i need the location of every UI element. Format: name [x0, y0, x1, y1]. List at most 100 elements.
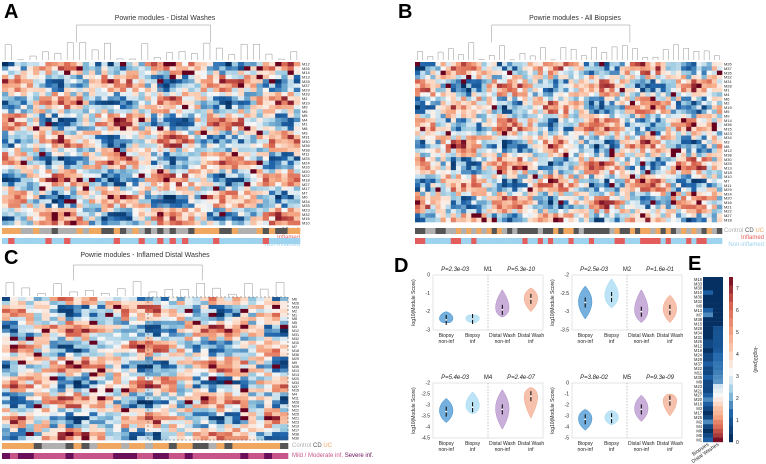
disease-bar-cell — [599, 228, 605, 234]
heatmap-cell — [635, 191, 641, 197]
heatmap-cell — [97, 320, 106, 326]
heatmap-cell — [420, 161, 426, 167]
heatmap-cell — [224, 352, 233, 357]
heatmap-cell — [420, 148, 426, 154]
heatmap-cell — [168, 332, 178, 338]
row-label: M19 — [724, 105, 733, 110]
heatmap-cell — [39, 113, 46, 119]
heatmap-cell — [262, 143, 270, 149]
heatmap-cell — [49, 308, 58, 314]
heatmap-cell — [450, 170, 457, 175]
heatmap-cell — [501, 83, 508, 89]
heatmap-cell — [264, 344, 273, 349]
heatmap-cell — [599, 187, 605, 193]
heatmap-cell — [665, 213, 672, 218]
heatmap-cell — [264, 316, 273, 322]
heatmap-cell — [553, 83, 559, 89]
heatmap-cell — [64, 177, 71, 183]
heatmap-cell — [182, 220, 189, 226]
heatmap-cell — [57, 194, 65, 200]
heatmap-cell — [609, 187, 615, 193]
heatmap-cell — [624, 213, 631, 218]
heatmap-cell — [225, 173, 233, 179]
heatmap-cell — [696, 187, 702, 193]
heatmap-cell — [163, 134, 170, 140]
heatmap-cell — [650, 139, 656, 145]
heatmap-cell — [237, 207, 245, 213]
heatmap-cell — [686, 157, 692, 162]
legend-control: Control — [292, 443, 312, 449]
heatmap-cell — [45, 164, 52, 170]
heatmap-cell — [501, 144, 508, 149]
heatmap-cell — [107, 212, 115, 217]
heatmap-cell — [563, 152, 569, 158]
heatmap-cell — [219, 66, 226, 71]
heatmap-cell — [272, 324, 281, 330]
heatmap-cell — [594, 183, 600, 188]
heatmap-cell — [244, 190, 251, 196]
heatmap-cell — [39, 147, 46, 153]
heatmap-cell — [107, 117, 115, 123]
heatmap-cell — [635, 139, 641, 145]
heatmap-cell — [2, 62, 9, 67]
heatmap-cell — [466, 144, 472, 149]
heatmap-cell — [573, 66, 580, 71]
heatmap-cell — [650, 204, 656, 210]
heatmap-cell — [660, 170, 667, 175]
heatmap-cell — [119, 207, 127, 213]
heatmap-cell — [532, 122, 539, 128]
heatmap-cell — [542, 183, 549, 188]
heatmap-cell — [33, 336, 43, 341]
heatmap-cell — [491, 87, 498, 93]
heatmap-cell — [594, 178, 600, 184]
heatmap-cell — [496, 109, 503, 115]
heatmap-cell — [119, 216, 127, 222]
heatmap-cell — [450, 109, 457, 115]
heatmap-cell — [512, 139, 518, 145]
heatmap-cell — [101, 177, 108, 183]
disease-bar-cell — [225, 228, 233, 234]
heatmap-cell — [573, 161, 580, 167]
heatmap-cell — [182, 173, 189, 179]
inflammation-bar-cell — [175, 238, 183, 244]
heatmap-cell — [194, 182, 201, 187]
heatmap-cell — [188, 177, 195, 183]
heatmap-cell — [237, 212, 245, 217]
row-label: M8 — [724, 144, 730, 149]
heatmap-cell — [701, 83, 707, 89]
heatmap-cell — [208, 297, 217, 302]
heatmap-cell — [594, 70, 600, 76]
heatmap-cell — [81, 304, 90, 310]
heatmap-cell — [517, 87, 523, 93]
heatmap-cell — [629, 105, 636, 110]
heatmap-cell — [8, 70, 15, 76]
heatmap-cell — [716, 87, 723, 93]
heatmap-cell — [213, 186, 220, 191]
row-label: M0 — [302, 195, 308, 200]
heatmap-cell — [415, 131, 421, 136]
heatmap-cell — [507, 66, 513, 71]
heatmap-cell — [281, 203, 288, 209]
row-label: M36 — [302, 143, 310, 148]
heatmap-cell — [126, 177, 133, 183]
heatmap-cell — [237, 182, 245, 187]
heatmap-cell — [542, 62, 549, 67]
heatmap-cell — [57, 139, 65, 144]
heatmap-cell — [82, 134, 90, 140]
heatmap-cell — [471, 62, 477, 67]
heatmap-cell — [121, 297, 130, 302]
heatmap-cell — [614, 161, 620, 167]
heatmap-cell — [537, 83, 544, 89]
heatmap-cell — [231, 190, 239, 196]
heatmap-cell — [578, 183, 585, 188]
heatmap-cell — [49, 344, 58, 349]
heatmap-cell — [262, 216, 270, 222]
heatmap-cell — [706, 105, 713, 110]
heatmap-cell — [81, 312, 90, 318]
heatmap-cell — [415, 217, 421, 223]
heatmap-cell — [237, 70, 245, 76]
heatmap-cell — [268, 62, 276, 67]
heatmap-cell — [144, 74, 152, 80]
heatmap-cell — [517, 161, 523, 167]
heatmap-cell — [578, 170, 585, 175]
